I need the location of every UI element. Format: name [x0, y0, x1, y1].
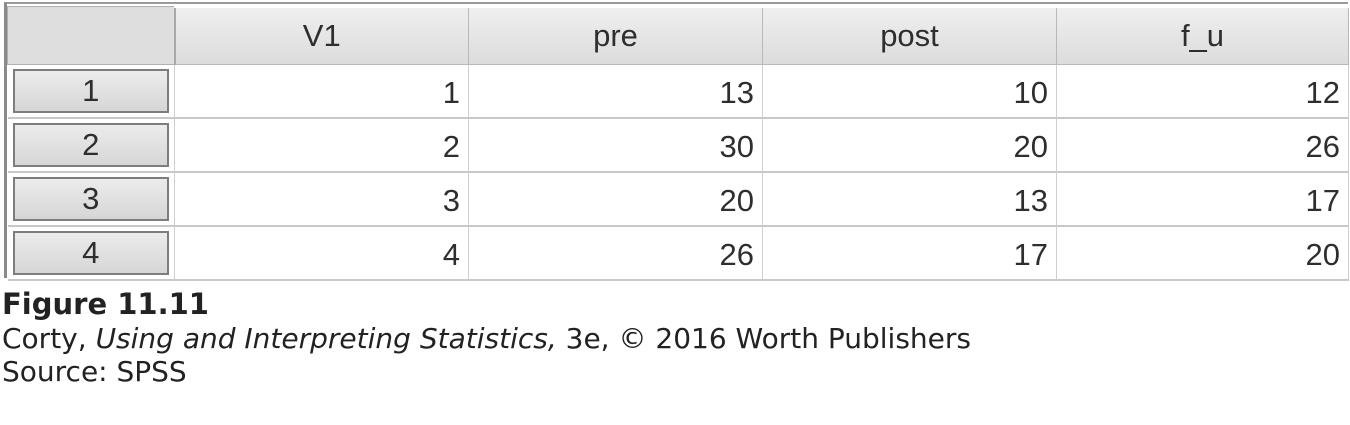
corner-cell[interactable] — [7, 5, 176, 65]
column-header-post[interactable]: post — [762, 4, 1057, 65]
table-row: 4 4 26 17 20 — [7, 225, 1349, 281]
table-row: 3 3 20 13 17 — [7, 171, 1349, 227]
figure-source: Source: SPSS — [2, 355, 187, 388]
data-cell[interactable]: 2 — [174, 117, 469, 173]
data-cell[interactable]: 13 — [762, 171, 1057, 227]
row-number[interactable]: 3 — [12, 176, 169, 221]
data-cell[interactable]: 20 — [1056, 225, 1349, 281]
row-number[interactable]: 2 — [12, 122, 169, 167]
row-header-cell[interactable]: 1 — [7, 64, 175, 119]
data-cell[interactable]: 10 — [762, 63, 1057, 119]
row-header-cell[interactable]: 3 — [7, 171, 175, 227]
figure-caption: Figure 11.11 Corty, Using and Interpreti… — [2, 286, 971, 388]
table-row: 2 2 30 20 26 — [7, 117, 1349, 173]
data-cell[interactable]: 20 — [762, 117, 1057, 173]
data-cell[interactable]: 17 — [762, 225, 1057, 281]
header-row: V1 pre post f_u — [7, 4, 1349, 65]
row-header-cell[interactable]: 2 — [7, 117, 175, 173]
data-cell[interactable]: 26 — [468, 225, 763, 281]
author: Corty, — [2, 322, 87, 355]
data-table: V1 pre post f_u 1 1 13 10 12 2 2 30 20 2… — [7, 4, 1349, 281]
data-cell[interactable]: 12 — [1056, 63, 1349, 119]
row-number[interactable]: 1 — [12, 68, 169, 113]
data-cell[interactable]: 3 — [174, 171, 469, 227]
table-row: 1 1 13 10 12 — [7, 63, 1349, 119]
column-header-v1[interactable]: V1 — [174, 4, 469, 65]
data-cell[interactable]: 1 — [174, 63, 469, 119]
data-view-grid: V1 pre post f_u 1 1 13 10 12 2 2 30 20 2… — [4, 2, 1349, 281]
book-title: Using and Interpreting Statistics, — [95, 322, 557, 355]
data-cell[interactable]: 26 — [1056, 117, 1349, 173]
data-cell[interactable]: 30 — [468, 117, 763, 173]
row-number[interactable]: 4 — [12, 230, 169, 275]
row-header-cell[interactable]: 4 — [7, 225, 175, 281]
figure-credit: Corty, Using and Interpreting Statistics… — [2, 322, 971, 355]
data-cell[interactable]: 17 — [1056, 171, 1349, 227]
column-header-pre[interactable]: pre — [468, 4, 763, 65]
data-cell[interactable]: 20 — [468, 171, 763, 227]
column-header-f-u[interactable]: f_u — [1056, 4, 1349, 65]
data-cell[interactable]: 4 — [174, 225, 469, 281]
figure-label: Figure 11.11 — [2, 287, 209, 321]
edition-publisher: 3e, © 2016 Worth Publishers — [565, 322, 971, 355]
data-cell[interactable]: 13 — [468, 63, 763, 119]
